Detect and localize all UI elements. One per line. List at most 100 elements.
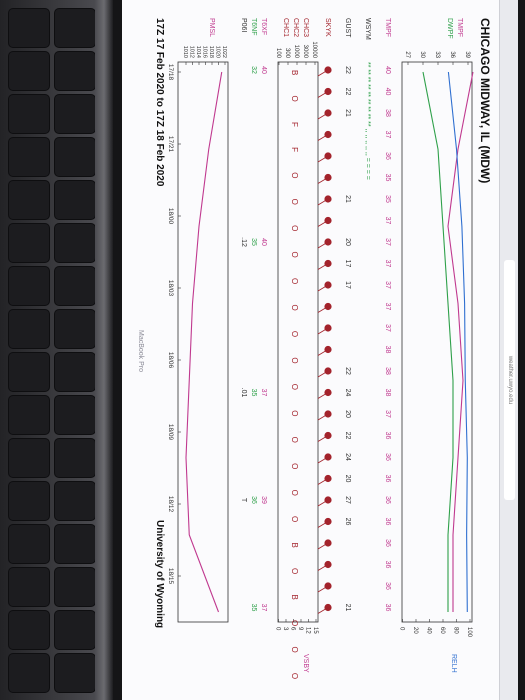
t6xf-value: 40 xyxy=(260,238,267,246)
keyboard-key xyxy=(8,481,50,521)
keyboard-key xyxy=(8,653,50,693)
cloud-tick-label: 10000 xyxy=(311,41,317,58)
p06i-value: T xyxy=(240,498,247,503)
gust-value: 21 xyxy=(344,109,351,117)
wind-barb xyxy=(317,585,329,593)
gust-value: 22 xyxy=(344,432,351,440)
vsby-tick-label: 6 xyxy=(290,627,296,631)
wind-barb xyxy=(317,241,329,249)
p06i-value: .01 xyxy=(240,388,247,398)
wsym-symbols: ** ** ** ** ** ** ** ** ** ,, ,, ,, ,, ,… xyxy=(364,62,371,180)
time-tick-label: 17/21 xyxy=(167,136,174,153)
cloud-tick-label: 3000 xyxy=(302,45,308,59)
tmpf-value: 37 xyxy=(384,217,391,225)
label-tmpf: TMPF xyxy=(456,18,463,37)
temp-axis-ticks: 39 36 33 30 27 xyxy=(404,51,470,65)
tmpf-value: 40 xyxy=(384,88,391,96)
time-tick-label: 18/15 xyxy=(167,568,174,585)
vsby-tick-label: 0 xyxy=(275,627,281,631)
wind-barb xyxy=(317,370,329,378)
wind-barb xyxy=(317,177,329,184)
wind-barb xyxy=(317,220,329,227)
label-tmpf-row: TMPF xyxy=(384,18,391,37)
series-line-relh xyxy=(447,71,468,613)
wind-barb xyxy=(317,413,329,421)
wind-barb xyxy=(317,327,329,335)
label-chc1: CHC1 xyxy=(282,18,289,37)
t6xf-value: 39 xyxy=(260,496,267,504)
keyboard-key xyxy=(54,309,96,349)
tmpf-value: 40 xyxy=(384,66,391,74)
keyboard-key xyxy=(54,352,96,392)
label-gust: GUST xyxy=(344,18,351,38)
wind-barb xyxy=(317,521,329,528)
keyboard-key xyxy=(54,567,96,607)
t6nf-value: 36 xyxy=(250,496,257,504)
tmpf-value: 37 xyxy=(384,238,391,246)
gust-value: 20 xyxy=(344,475,351,483)
time-tick-label: 18/03 xyxy=(167,280,174,297)
gust-values-row: 22 22 21 21 20 17 17 22 24 20 22 24 20 27 26 21 xyxy=(344,66,351,611)
keyboard-key xyxy=(8,137,50,177)
tmpf-value: 37 xyxy=(384,410,391,418)
label-t6xf: T6XF xyxy=(260,18,267,35)
gust-value: 21 xyxy=(344,604,351,612)
relh-tick-label: 100 xyxy=(466,627,472,638)
wind-barb xyxy=(317,499,329,507)
time-tick-label: 17/18 xyxy=(167,64,174,81)
wind-barb xyxy=(317,112,329,120)
vsby-tick-label: 9 xyxy=(297,627,303,631)
keyboard-key xyxy=(54,8,96,48)
relh-tick-label: 20 xyxy=(412,627,418,634)
wind-barb xyxy=(317,91,329,98)
series-line-tmpf xyxy=(447,71,474,612)
keyboard-key xyxy=(8,266,50,306)
temp-tick-label: 27 xyxy=(404,51,410,58)
series-lines xyxy=(185,71,474,613)
gust-value: 27 xyxy=(344,496,351,504)
keyboard-key xyxy=(54,51,96,91)
tmpf-value: 36 xyxy=(384,518,391,526)
tmpf-value: 36 xyxy=(384,432,391,440)
gust-value: 26 xyxy=(344,518,351,526)
label-dwpf: DWPF xyxy=(446,18,453,39)
relh-tick-label: 40 xyxy=(426,627,432,634)
wind-barb xyxy=(317,392,329,399)
p06i-value: .12 xyxy=(240,237,247,247)
pmsl-tick-label: 1022 xyxy=(221,46,227,58)
cloud-tick-label: 1000 xyxy=(293,45,299,59)
keyboard-key xyxy=(8,567,50,607)
keyboard-key xyxy=(8,94,50,134)
keyboard-key xyxy=(54,180,96,220)
macbook-label: MacBook Pro xyxy=(137,330,144,373)
series-line-dwpf xyxy=(422,71,454,612)
t6nf-values-row: 32 35 35 36 35 xyxy=(250,66,257,611)
cloud-panel-frame xyxy=(277,61,319,623)
tmpf-value: 36 xyxy=(384,561,391,569)
cloud-codes: B O F F O O O O O O O O O O O O O O B O … xyxy=(290,70,299,688)
temp-tick-label: 36 xyxy=(449,51,455,58)
wind-barb xyxy=(317,435,329,442)
tmpf-value: 36 xyxy=(384,152,391,160)
pmsl-tick-label: 1020 xyxy=(215,46,221,58)
label-vsby: VSBY xyxy=(302,654,309,673)
pmsl-tick-label: 1018 xyxy=(208,46,214,58)
tmpf-value: 36 xyxy=(384,496,391,504)
tmpf-value: 36 xyxy=(384,453,391,461)
tmpf-value: 36 xyxy=(384,475,391,483)
keyboard-key xyxy=(54,653,96,693)
keyboard-key xyxy=(8,8,50,48)
tmpf-value: 37 xyxy=(384,131,391,139)
vsby-tick-label: 15 xyxy=(312,627,318,634)
keyboard-key xyxy=(8,610,50,650)
wind-barb xyxy=(317,478,329,485)
tmpf-value: 37 xyxy=(384,281,391,289)
cloud-tick-label: 300 xyxy=(284,48,290,59)
sky-cover-row xyxy=(317,66,332,614)
tmpf-value: 36 xyxy=(384,539,391,547)
tmpf-value: 37 xyxy=(384,324,391,332)
keyboard-key xyxy=(54,223,96,263)
tmpf-value: 36 xyxy=(384,604,391,612)
